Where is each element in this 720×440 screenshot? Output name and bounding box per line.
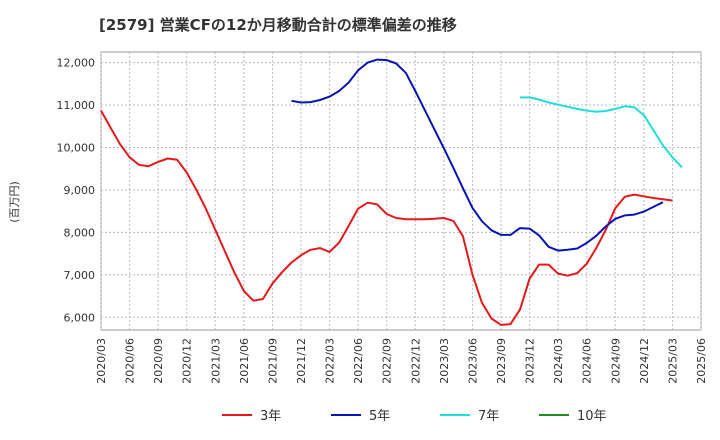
legend: 3年 5年 7年 10年	[222, 409, 607, 424]
x-tick-label: 2021/09	[266, 338, 279, 384]
series-line-3年	[100, 110, 673, 326]
x-tick-label: 2020/09	[152, 338, 165, 384]
series-line-5年	[291, 58, 664, 252]
y-axis-label: (百万円)	[8, 181, 21, 223]
x-tick-label: 2025/06	[695, 338, 708, 384]
grid	[100, 52, 702, 330]
x-tick-label: 2020/06	[124, 338, 137, 384]
x-tick-label: 2022/06	[352, 338, 365, 384]
legend-label: 10年	[577, 409, 607, 424]
y-tick-label: 10,000	[57, 141, 96, 154]
x-axis: 2020/03 2020/06 2020/09 2020/12 2021/03 2021/…	[95, 338, 708, 384]
x-tick-label: 2021/06	[238, 338, 251, 384]
x-tick-label: 2024/03	[552, 338, 565, 384]
y-tick-label: 6,000	[64, 311, 96, 324]
x-tick-label: 2024/06	[581, 338, 594, 384]
y-tick-label: 12,000	[57, 57, 96, 70]
series-lines	[100, 58, 683, 326]
x-tick-label: 2023/09	[495, 338, 508, 384]
x-tick-label: 2023/06	[466, 338, 479, 384]
x-tick-label: 2024/12	[638, 338, 651, 384]
x-tick-label: 2020/03	[95, 338, 108, 384]
x-tick-label: 2023/03	[438, 338, 451, 384]
legend-label: 3年	[260, 409, 281, 424]
x-tick-label: 2025/03	[666, 338, 679, 384]
x-tick-label: 2023/12	[524, 338, 537, 384]
series-line-7年	[520, 96, 683, 169]
legend-label: 7年	[478, 409, 499, 424]
plot-area	[100, 51, 702, 331]
x-tick-label: 2024/09	[609, 338, 622, 384]
x-tick-label: 2021/03	[209, 338, 222, 384]
legend-label: 5年	[369, 409, 390, 424]
x-tick-label: 2020/12	[181, 338, 194, 384]
y-tick-label: 11,000	[57, 99, 96, 112]
y-tick-label: 9,000	[64, 184, 96, 197]
x-tick-label: 2022/09	[381, 338, 394, 384]
y-tick-label: 7,000	[64, 269, 96, 282]
y-axis: 6,000 7,000 8,000 9,000 10,000 11,000 12,000	[57, 57, 96, 325]
chart-title: [2579] 営業CFの12か月移動合計の標準偏差の推移	[99, 16, 457, 34]
x-tick-label: 2021/12	[295, 338, 308, 384]
x-tick-label: 2022/03	[324, 338, 337, 384]
y-tick-label: 8,000	[64, 226, 96, 239]
x-tick-label: 2022/12	[409, 338, 422, 384]
